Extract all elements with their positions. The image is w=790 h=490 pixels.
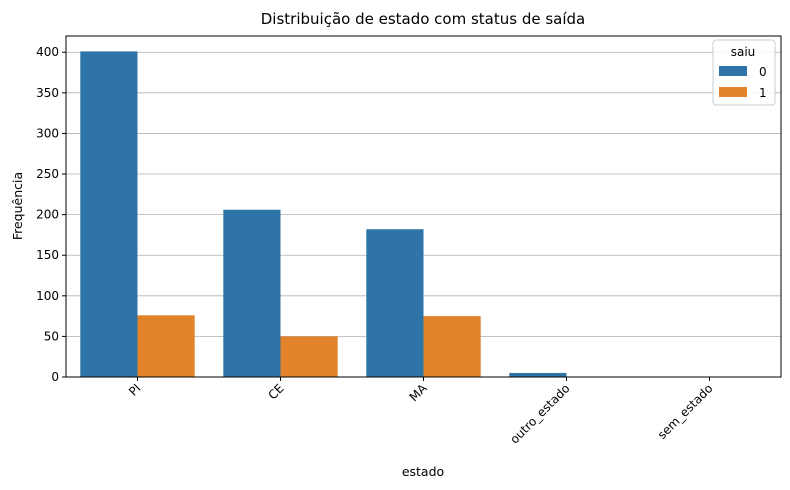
bar-MA-saiu-1 bbox=[423, 316, 481, 377]
legend-swatch-1 bbox=[719, 87, 747, 97]
legend-label-0: 0 bbox=[759, 65, 767, 79]
bar-MA-saiu-0 bbox=[366, 229, 424, 377]
legend: saiu 0 1 bbox=[712, 39, 776, 106]
bar-CE-saiu-1 bbox=[280, 336, 338, 377]
bar-PI-saiu-0 bbox=[80, 51, 138, 378]
y-tick-label-0: 0 bbox=[51, 370, 59, 384]
bar-outro_estado-saiu-0 bbox=[509, 372, 567, 377]
x-axis: PI CE MA outro_estado sem_estado bbox=[126, 377, 716, 447]
x-tick-label-sem_estado: sem_estado bbox=[655, 381, 716, 442]
bar-CE-saiu-0 bbox=[223, 209, 281, 377]
y-axis-label: Frequência bbox=[10, 172, 25, 240]
bar-PI-saiu-1 bbox=[137, 315, 195, 377]
y-tick-label-2: 100 bbox=[36, 289, 59, 303]
legend-swatch-0 bbox=[719, 66, 747, 76]
legend-label-1: 1 bbox=[759, 86, 767, 100]
x-tick-label-MA: MA bbox=[407, 381, 431, 405]
y-tick-label-3: 150 bbox=[36, 248, 59, 262]
bars bbox=[80, 51, 567, 378]
x-tick-label-outro_estado: outro_estado bbox=[507, 381, 572, 446]
chart-title: Distribuição de estado com status de saí… bbox=[261, 10, 586, 28]
y-tick-label-4: 200 bbox=[36, 208, 59, 222]
y-tick-label-1: 50 bbox=[44, 329, 59, 343]
y-tick-label-6: 300 bbox=[36, 126, 59, 140]
y-tick-label-7: 350 bbox=[36, 86, 59, 100]
x-tick-label-CE: CE bbox=[265, 381, 286, 402]
legend-title: saiu bbox=[731, 45, 756, 59]
y-tick-label-5: 250 bbox=[36, 167, 59, 181]
x-tick-label-PI: PI bbox=[126, 381, 144, 399]
x-axis-label: estado bbox=[402, 464, 444, 479]
y-axis: 0 50 100 150 200 250 300 350 400 bbox=[36, 45, 66, 384]
y-tick-label-8: 400 bbox=[36, 45, 59, 59]
